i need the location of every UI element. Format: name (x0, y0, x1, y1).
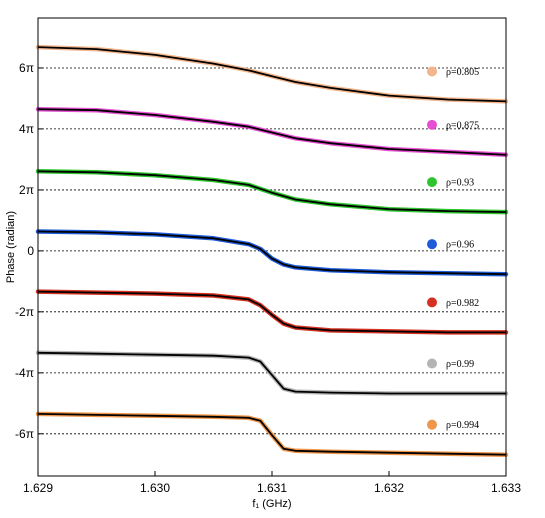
x-tick-label: 1.633 (491, 481, 521, 495)
series-fit-line (37, 108, 507, 156)
series-fit-line (37, 290, 506, 334)
legend-label: ρ=0.994 (446, 420, 479, 431)
legend-label: ρ=0.96 (446, 240, 474, 251)
y-tick-label: 0 (27, 244, 34, 258)
y-tick-label: -6π (15, 427, 34, 441)
x-tick-label: 1.631 (257, 481, 287, 495)
legend-marker (427, 177, 437, 188)
legend-marker (427, 358, 437, 369)
legend-marker (427, 239, 437, 250)
series-fit-line (37, 230, 507, 276)
y-axis-ticks: 6π 4π 2π 0 -2π -4π -6π (15, 61, 43, 441)
legend: ρ=0.805 ρ=0.875 ρ=0.93 ρ=0.96 ρ=0.982 ρ=0.99 ρ… (427, 66, 479, 431)
legend-label: ρ=0.982 (446, 298, 479, 309)
x-tick-label: 1.629 (23, 481, 53, 495)
x-tick-label: 1.630 (140, 481, 170, 495)
y-tick-label: 2π (19, 183, 34, 197)
y-axis-title: Phase (radian) (5, 211, 17, 283)
series-data-line (35, 169, 509, 215)
fit-curves (37, 46, 507, 456)
y-tick-label: 4π (19, 122, 34, 136)
series-fit-line (37, 46, 507, 103)
legend-marker (427, 297, 437, 308)
legend-marker (427, 119, 437, 130)
legend-label: ρ=0.805 (446, 67, 479, 78)
x-tick-label: 1.632 (374, 481, 404, 495)
series-fit-line (37, 413, 507, 456)
legend-label: ρ=0.93 (446, 178, 474, 189)
x-axis-ticks: 1.629 1.630 1.631 1.632 1.633 (23, 471, 521, 495)
y-tick-label: -2π (15, 305, 34, 319)
legend-marker (427, 419, 437, 430)
legend-label: ρ=0.99 (446, 359, 474, 370)
series-fit-line (37, 170, 507, 213)
legend-label: ρ=0.875 (446, 120, 479, 131)
y-tick-label: -4π (15, 366, 34, 380)
y-tick-label: 6π (19, 61, 34, 75)
legend-marker (427, 66, 437, 77)
x-axis-title: f₁ (GHz) (252, 498, 291, 510)
series-fit-line (37, 351, 506, 395)
series-data-line (35, 229, 509, 277)
